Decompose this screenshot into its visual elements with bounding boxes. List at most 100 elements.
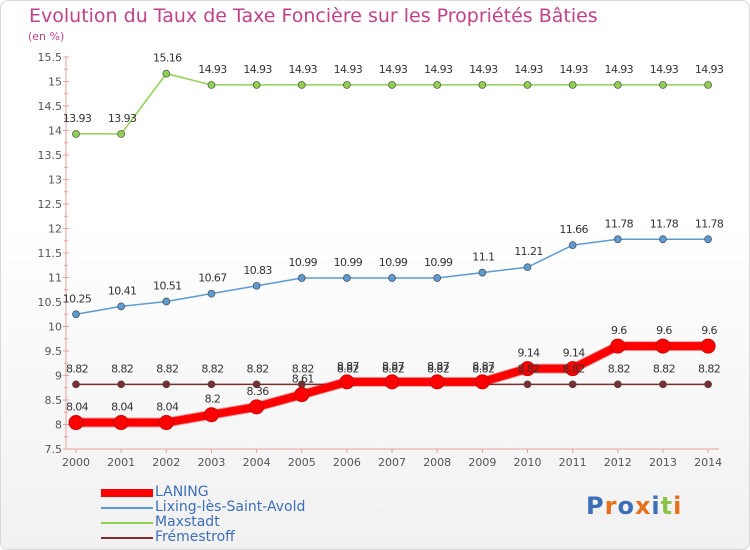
data-point [162,297,171,306]
data-point [252,380,261,389]
data-point [117,130,126,138]
data-point [249,399,265,415]
y-tick-label: 11 [48,272,62,285]
x-tick-label: 2011 [559,456,587,469]
series-lixing-l-s-saint-avold [72,235,712,319]
data-point [704,380,712,389]
unit-label: (en %) [28,30,65,43]
data-point [294,387,310,403]
data-point [113,415,129,431]
data-label: 10.41 [108,284,137,297]
data-label: 8.87 [337,360,360,373]
data-label: 11.66 [559,223,588,236]
data-point [659,235,667,244]
data-point [72,130,80,138]
data-label: 8.82 [247,362,269,375]
data-label: 10.83 [243,264,272,277]
data-label: 14.93 [514,63,543,76]
legend-label: Lixing-lès-Saint-Avold [155,499,306,515]
data-label: 14.93 [559,63,588,76]
data-label: 8.82 [292,362,314,375]
data-point [117,380,126,389]
y-tick-label: 7.5 [45,443,63,456]
x-tick-label: 2004 [243,456,271,469]
data-label: 8.82 [698,362,720,375]
data-label: 8.82 [608,362,630,375]
data-label: 8.82 [382,362,404,375]
data-point [162,69,171,78]
data-label: 11.78 [605,217,634,230]
data-label: 8.82 [653,362,675,375]
y-tick-label: 8 [55,419,62,432]
data-point [429,374,445,390]
x-tick-label: 2008 [423,456,451,469]
data-label: 10.99 [424,256,453,269]
data-label: 14.93 [424,63,453,76]
y-tick-label: 8.5 [45,394,63,407]
x-tick-label: 2010 [514,456,542,469]
data-point [384,374,400,390]
data-label: 10.99 [289,256,318,269]
data-label: 8.04 [111,401,134,414]
data-label: 14.93 [695,63,724,76]
x-tick-label: 2007 [378,456,406,469]
proxiti-logo: Proxiti [586,492,683,520]
data-label: 8.82 [156,362,178,375]
data-point [388,81,396,89]
data-point [252,281,261,290]
x-tick-label: 2002 [152,456,180,469]
x-tick-label: 2012 [604,456,632,469]
y-tick-label: 14.5 [38,100,63,113]
data-point [478,268,487,277]
data-label: 8.82 [66,362,88,375]
data-point [207,81,216,89]
data-point [72,310,80,319]
data-point [523,380,532,389]
y-tick-label: 12.5 [38,198,63,211]
data-point [520,361,535,377]
data-point [68,415,84,431]
data-point [610,338,626,354]
data-label: 8.82 [337,362,359,375]
data-point [162,380,171,389]
data-label: 13.93 [63,112,92,125]
y-tick-label: 9 [55,370,62,383]
data-point [704,81,712,89]
x-tick-label: 2013 [649,456,677,469]
data-label: 8.82 [472,362,494,375]
data-label: 11.21 [514,245,543,258]
data-label: 14.93 [198,63,227,76]
data-label: 8.82 [563,362,585,375]
data-label: 11.1 [472,251,494,264]
data-label: 9.6 [611,324,627,337]
series-maxstadt [72,69,712,138]
legend-swatch [101,489,153,497]
data-point [433,274,442,282]
legend-label: LANING [155,484,209,500]
data-point [117,302,126,311]
data-point [474,374,490,390]
data-label: 11.78 [695,217,724,230]
data-point [704,235,712,244]
legend-label: Frémestroff [155,529,235,545]
data-point [613,235,622,244]
data-label: 8.04 [156,401,179,414]
data-label: 8.87 [427,360,450,373]
x-tick-label: 2003 [197,456,225,469]
data-point [343,274,351,282]
data-label: 9.6 [656,324,672,337]
data-point [297,274,306,282]
data-label: 14.93 [469,63,498,76]
data-point [700,338,716,354]
x-tick-label: 2005 [288,456,316,469]
data-label: 13.93 [108,112,137,125]
data-point [72,380,80,389]
y-tick-label: 15 [48,76,62,89]
x-tick-label: 2009 [468,456,496,469]
data-point [523,81,532,89]
data-label: 9.14 [563,347,586,360]
data-label: 15.16 [153,52,182,65]
x-tick-label: 2006 [333,456,361,469]
